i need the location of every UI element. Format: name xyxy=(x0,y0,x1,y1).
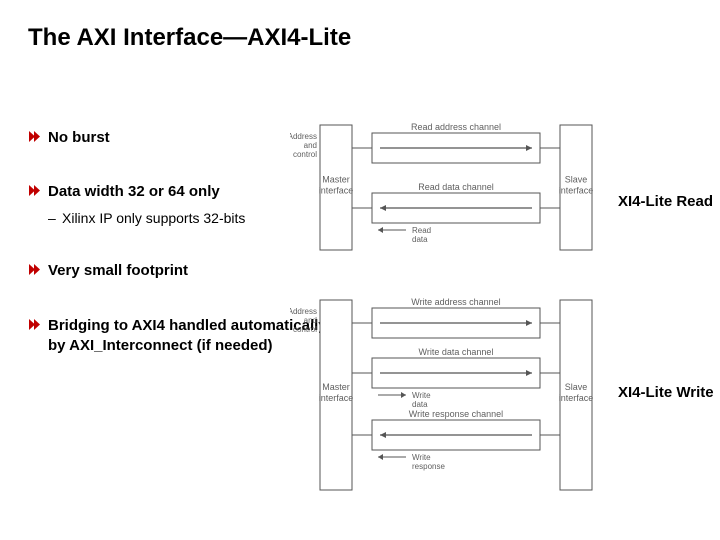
write-caption: XI4-Lite Write xyxy=(618,384,714,401)
svg-text:response: response xyxy=(412,462,445,471)
read-caption: XI4-Lite Read xyxy=(618,193,713,210)
bullet-text: Bridging to AXI4 handled automatically b… xyxy=(48,317,327,354)
svg-text:Slave: Slave xyxy=(565,382,588,392)
slide-title: The AXI Interface—AXI4-Lite xyxy=(28,24,351,52)
svg-text:Master: Master xyxy=(322,175,350,185)
svg-text:Read address channel: Read address channel xyxy=(411,122,501,132)
svg-text:Write data channel: Write data channel xyxy=(419,347,494,357)
axi-write-diagram: MasterinterfaceSlaveinterfaceWrite addre… xyxy=(290,290,610,500)
svg-text:Read data channel: Read data channel xyxy=(418,182,494,192)
bullet-text: Very small footprint xyxy=(48,262,188,279)
bullet-item: Data width 32 or 64 only Xilinx IP only s… xyxy=(28,182,328,227)
svg-text:interface: interface xyxy=(319,186,354,196)
svg-text:Master: Master xyxy=(322,382,350,392)
svg-text:and: and xyxy=(304,141,317,150)
svg-text:Write: Write xyxy=(412,453,431,462)
svg-text:interface: interface xyxy=(559,393,594,403)
axi-read-diagram: MasterinterfaceSlaveinterfaceRead addres… xyxy=(290,115,610,260)
svg-text:Slave: Slave xyxy=(565,175,588,185)
bullet-item: Bridging to AXI4 handled automatically b… xyxy=(28,316,328,357)
bullet-text: Data width 32 or 64 only xyxy=(48,183,220,200)
svg-text:data: data xyxy=(412,400,428,409)
svg-text:Write address channel: Write address channel xyxy=(411,297,500,307)
svg-text:Write: Write xyxy=(412,391,431,400)
svg-text:interface: interface xyxy=(319,393,354,403)
chevron-bullet-icon xyxy=(28,263,41,276)
bullet-text: No burst xyxy=(48,129,110,146)
chevron-bullet-icon xyxy=(28,184,41,197)
bullet-item: No burst xyxy=(28,128,328,148)
svg-text:Address: Address xyxy=(290,132,317,141)
slide: The AXI Interface—AXI4-Lite No burst Data… xyxy=(0,0,720,540)
bullet-list: No burst Data width 32 or 64 only Xilinx I… xyxy=(28,128,328,390)
bullet-item: Very small footprint xyxy=(28,261,328,281)
svg-text:Write response channel: Write response channel xyxy=(409,409,503,419)
svg-text:Read: Read xyxy=(412,226,431,235)
chevron-bullet-icon xyxy=(28,318,41,331)
sub-bullet: Xilinx IP only supports 32-bits xyxy=(48,209,328,228)
svg-text:interface: interface xyxy=(559,186,594,196)
svg-text:and: and xyxy=(304,316,317,325)
svg-text:Address: Address xyxy=(290,307,317,316)
svg-text:data: data xyxy=(412,235,428,244)
svg-text:control: control xyxy=(293,325,317,334)
svg-text:control: control xyxy=(293,150,317,159)
chevron-bullet-icon xyxy=(28,130,41,143)
